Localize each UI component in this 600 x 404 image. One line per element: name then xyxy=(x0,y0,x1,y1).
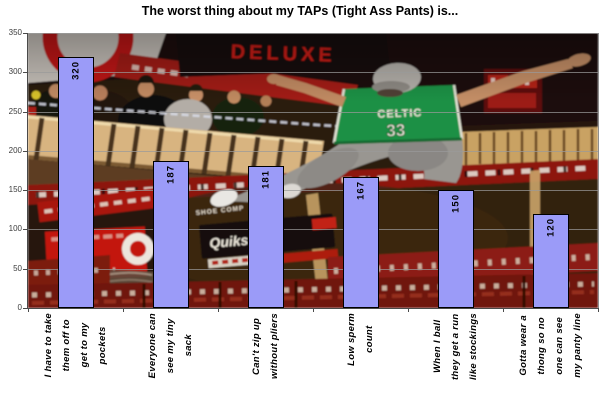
x-axis-tick xyxy=(218,308,219,312)
bar-value-label: 150 xyxy=(450,194,462,213)
y-axis-label: 200 xyxy=(8,146,22,155)
bar-4: 167 xyxy=(343,177,379,308)
y-axis-label: 300 xyxy=(8,67,22,76)
gridline-200 xyxy=(28,151,598,152)
y-axis-label: 150 xyxy=(8,185,22,194)
bar-1: 320 xyxy=(58,57,94,308)
category-label-1: I have to take them off to get to my poc… xyxy=(43,313,108,378)
category-label-3: Can't zip up without pliers xyxy=(251,313,280,379)
bar-5: 150 xyxy=(438,190,474,308)
bar-2: 187 xyxy=(153,161,189,308)
category-label-6: Gotta wear a thong so no one can see my … xyxy=(518,313,583,378)
gridline-250 xyxy=(28,112,598,113)
photo-vignette xyxy=(28,33,598,308)
x-axis-tick xyxy=(408,308,409,312)
category-label-2: Everyone can see my tiny sack xyxy=(147,313,194,379)
gridline-50 xyxy=(28,269,598,270)
y-axis-tick xyxy=(23,190,28,191)
chart-title: The worst thing about my TAPs (Tight Ass… xyxy=(141,4,459,18)
bar-value-label: 187 xyxy=(165,165,177,184)
bar-value-label: 120 xyxy=(545,218,557,237)
y-axis-label: 100 xyxy=(8,224,22,233)
gridline-300 xyxy=(28,72,598,73)
y-axis-tick xyxy=(23,269,28,270)
gridline-150 xyxy=(28,190,598,191)
photo-background: DELUXE xyxy=(28,33,598,308)
gridline-100 xyxy=(28,229,598,230)
y-axis-tick xyxy=(23,151,28,152)
category-label-5: When I ball they get a run like stocking… xyxy=(432,313,479,381)
bar-6: 120 xyxy=(533,214,569,308)
x-axis-tick xyxy=(28,308,29,312)
bar-value-label: 181 xyxy=(260,170,272,189)
y-axis-tick xyxy=(23,72,28,73)
y-axis-label: 250 xyxy=(8,107,22,116)
x-axis-tick xyxy=(313,308,314,312)
x-axis-tick xyxy=(598,308,599,312)
y-axis-label: 0 xyxy=(17,303,22,312)
y-axis-tick xyxy=(23,308,28,309)
y-axis-tick xyxy=(23,33,28,34)
category-label-4: Low sperm count xyxy=(346,313,375,366)
x-axis-tick xyxy=(503,308,504,312)
y-axis-line xyxy=(27,33,28,309)
bar-value-label: 167 xyxy=(355,181,367,200)
bar-3: 181 xyxy=(248,166,284,308)
y-axis-tick xyxy=(23,112,28,113)
y-axis-label: 50 xyxy=(13,264,22,273)
plot-area: DELUXE xyxy=(28,33,599,308)
x-axis-tick xyxy=(123,308,124,312)
y-axis-label: 350 xyxy=(8,28,22,37)
gridline-350 xyxy=(28,33,598,34)
bar-value-label: 320 xyxy=(70,61,82,80)
y-axis-tick xyxy=(23,229,28,230)
